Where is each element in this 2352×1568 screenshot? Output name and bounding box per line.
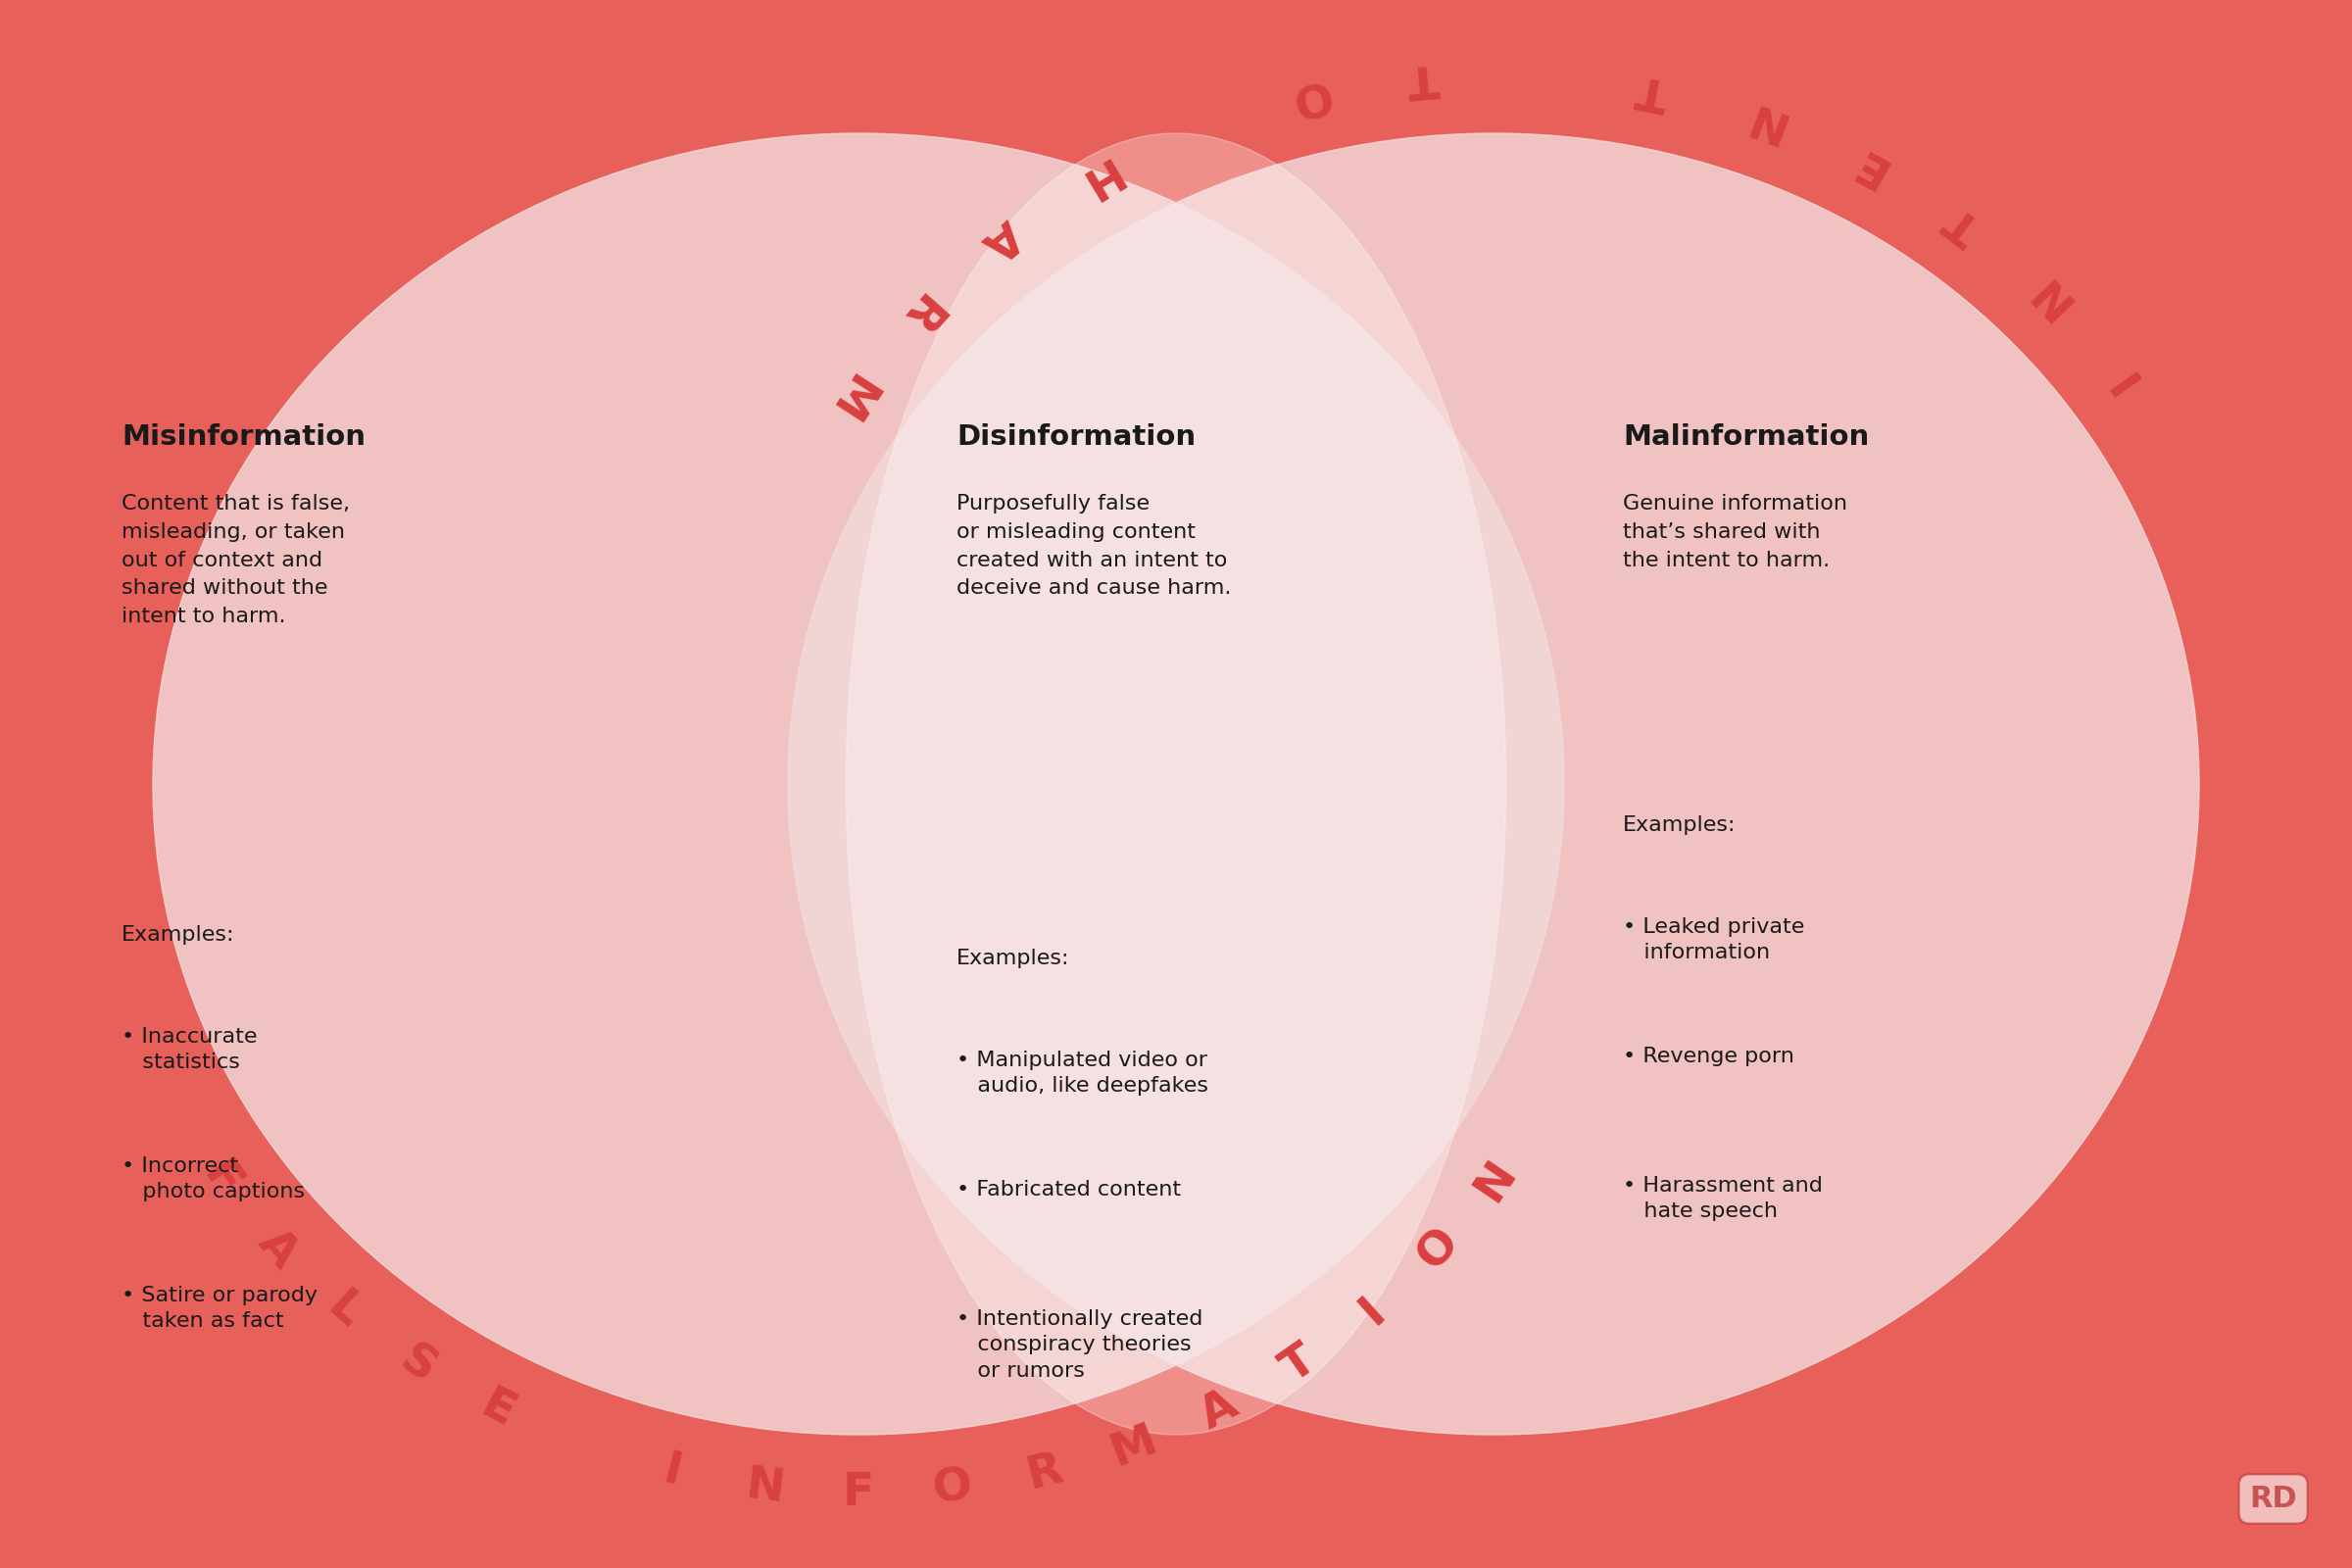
Text: N: N xyxy=(2020,265,2079,325)
Text: T: T xyxy=(1404,55,1439,102)
Text: F: F xyxy=(842,1471,875,1515)
Text: I: I xyxy=(2100,358,2147,397)
Text: F: F xyxy=(193,1156,247,1206)
Text: T: T xyxy=(1632,66,1672,114)
Text: T: T xyxy=(1275,1338,1324,1392)
Text: • Harassment and
   hate speech: • Harassment and hate speech xyxy=(1623,1176,1823,1221)
Text: Examples:: Examples: xyxy=(957,949,1070,969)
Text: • Fabricated content: • Fabricated content xyxy=(957,1181,1181,1200)
Text: L: L xyxy=(318,1284,369,1338)
Text: • Intentionally created
   conspiracy theories
   or rumors: • Intentionally created conspiracy theor… xyxy=(957,1309,1202,1381)
Ellipse shape xyxy=(788,133,2199,1435)
Text: A: A xyxy=(249,1221,306,1278)
Text: O: O xyxy=(929,1463,974,1512)
Text: T: T xyxy=(1938,196,1990,251)
Text: O: O xyxy=(1284,69,1334,122)
Text: • Inaccurate
   statistics: • Inaccurate statistics xyxy=(122,1027,256,1073)
Text: Malinformation: Malinformation xyxy=(1623,423,1870,452)
Text: RD: RD xyxy=(2249,1485,2298,1513)
Text: • Leaked private
   information: • Leaked private information xyxy=(1623,917,1804,963)
Text: R: R xyxy=(1021,1447,1068,1497)
Text: Purposefully false
or misleading content
created with an intent to
deceive and c: Purposefully false or misleading content… xyxy=(957,494,1230,597)
Text: O: O xyxy=(1409,1220,1468,1278)
Ellipse shape xyxy=(153,133,1564,1435)
Text: A: A xyxy=(1192,1383,1247,1438)
Text: I: I xyxy=(1352,1289,1395,1333)
Text: R: R xyxy=(889,285,948,340)
Text: N: N xyxy=(743,1465,786,1512)
Text: N: N xyxy=(1738,93,1790,147)
Text: Content that is false,
misleading, or taken
out of context and
shared without th: Content that is false, misleading, or ta… xyxy=(122,494,350,626)
Text: M: M xyxy=(818,367,880,430)
Text: H: H xyxy=(1068,147,1124,205)
Text: E: E xyxy=(473,1383,522,1438)
Text: S: S xyxy=(390,1338,445,1392)
Text: A: A xyxy=(974,210,1030,267)
Text: N: N xyxy=(1468,1152,1524,1209)
Text: • Revenge porn: • Revenge porn xyxy=(1623,1047,1795,1066)
Ellipse shape xyxy=(847,133,1505,1435)
Text: I: I xyxy=(659,1449,687,1496)
Text: • Satire or parody
   taken as fact: • Satire or parody taken as fact xyxy=(122,1286,318,1331)
Text: M: M xyxy=(1105,1417,1164,1475)
Text: Examples:: Examples: xyxy=(1623,815,1736,834)
Text: Misinformation: Misinformation xyxy=(122,423,365,452)
Text: Genuine information
that’s shared with
the intent to harm.: Genuine information that’s shared with t… xyxy=(1623,494,1846,571)
Text: • Incorrect
   photo captions: • Incorrect photo captions xyxy=(122,1157,306,1201)
Text: E: E xyxy=(1844,138,1893,191)
Text: • Manipulated video or
   audio, like deepfakes: • Manipulated video or audio, like deepf… xyxy=(957,1051,1209,1096)
Text: Disinformation: Disinformation xyxy=(957,423,1195,452)
Text: Examples:: Examples: xyxy=(122,925,235,944)
